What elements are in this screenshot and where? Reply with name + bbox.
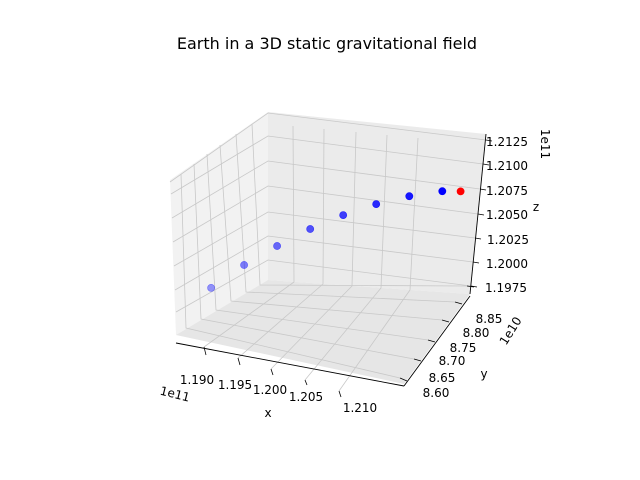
grid-z-2 bbox=[174, 235, 474, 291]
data-point-9 bbox=[456, 187, 465, 196]
data-point-2 bbox=[240, 261, 248, 269]
grid-y-2 bbox=[193, 163, 415, 360]
y-tick-4 bbox=[441, 319, 450, 323]
x-tick-label-3: 1.200 bbox=[253, 383, 287, 397]
x-tick-1 bbox=[203, 346, 207, 356]
x-tick-5 bbox=[338, 390, 342, 398]
grid-y-6 bbox=[251, 123, 468, 287]
y-tick-label-6: 8.85 bbox=[476, 312, 503, 326]
x-tick-4 bbox=[304, 379, 308, 386]
grid-z-3 bbox=[173, 211, 476, 267]
grid-z-5 bbox=[171, 160, 481, 219]
data-point-8 bbox=[438, 187, 447, 196]
grid-z-4 bbox=[172, 185, 479, 243]
data-point-7 bbox=[405, 192, 414, 201]
y-axis-line bbox=[403, 295, 471, 387]
y-tick-6 bbox=[466, 285, 475, 288]
z-tick-label-3: 1.2025 bbox=[487, 233, 529, 247]
z-tick-label-1: 1.1975 bbox=[485, 281, 527, 295]
grid-x-2 bbox=[237, 128, 325, 359]
z-tick-label-5: 1.2075 bbox=[486, 184, 528, 198]
y-axis-label: y bbox=[480, 367, 487, 381]
x-tick-2 bbox=[237, 357, 241, 366]
grid-x-3 bbox=[270, 131, 357, 370]
y-tick-3 bbox=[427, 339, 436, 343]
data-point-6 bbox=[372, 200, 381, 208]
grid-z-6 bbox=[170, 135, 484, 195]
grid-z-1 bbox=[175, 259, 472, 313]
x-tick-label-2: 1.195 bbox=[218, 378, 252, 392]
y-tick-1 bbox=[399, 377, 408, 382]
z-tick-label-7: 1.2125 bbox=[486, 135, 528, 149]
grid-lines bbox=[169, 112, 487, 392]
tick-marks bbox=[203, 139, 493, 398]
data-point-3 bbox=[273, 242, 281, 250]
x-axis-label: x bbox=[264, 406, 271, 420]
data-point-1 bbox=[207, 283, 215, 292]
grid-z-7 bbox=[169, 112, 487, 183]
z-tick-label-2: 1.2000 bbox=[486, 257, 528, 271]
grid-x-5 bbox=[338, 137, 419, 392]
grid-x-4 bbox=[304, 134, 388, 381]
z-tick-3 bbox=[474, 237, 482, 240]
x-tick-label-5: 1.210 bbox=[343, 401, 377, 415]
z-tick-5 bbox=[479, 188, 487, 191]
data-points bbox=[207, 187, 465, 292]
z-tick-2 bbox=[472, 261, 480, 264]
x-tick-3 bbox=[270, 368, 274, 376]
y-tick-2 bbox=[413, 358, 422, 362]
floor-pane bbox=[176, 280, 470, 384]
data-point-4 bbox=[306, 225, 315, 233]
z-offset-label: 1e11 bbox=[538, 129, 552, 159]
z-tick-label-6: 1.2100 bbox=[486, 159, 528, 173]
z-axis-label: z bbox=[533, 200, 539, 214]
grid-y-4 bbox=[219, 144, 443, 321]
y-tick-5 bbox=[454, 301, 463, 305]
y-tick-label-1: 8.60 bbox=[423, 386, 450, 400]
x-tick-label-1: 1.190 bbox=[180, 373, 214, 387]
grid-y-1 bbox=[180, 173, 401, 379]
z-tick-6 bbox=[482, 163, 490, 166]
y-tick-label-3: 8.70 bbox=[439, 354, 466, 368]
y-tick-label-5: 8.80 bbox=[463, 326, 490, 340]
z-tick-7 bbox=[485, 139, 493, 142]
y-tick-label-2: 8.65 bbox=[429, 371, 456, 385]
z-tick-label-4: 1.2050 bbox=[486, 208, 528, 222]
z-tick-1 bbox=[470, 285, 478, 288]
x-tick-label-4: 1.205 bbox=[289, 390, 323, 404]
grid-y-3 bbox=[206, 153, 429, 341]
chart-title: Earth in a 3D static gravitational field bbox=[177, 34, 477, 53]
x-axis-line bbox=[175, 342, 405, 387]
data-point-5 bbox=[339, 211, 348, 219]
z-tick-4 bbox=[477, 213, 485, 216]
y-tick-label-4: 8.75 bbox=[450, 341, 477, 355]
grid-y-5 bbox=[235, 133, 456, 303]
